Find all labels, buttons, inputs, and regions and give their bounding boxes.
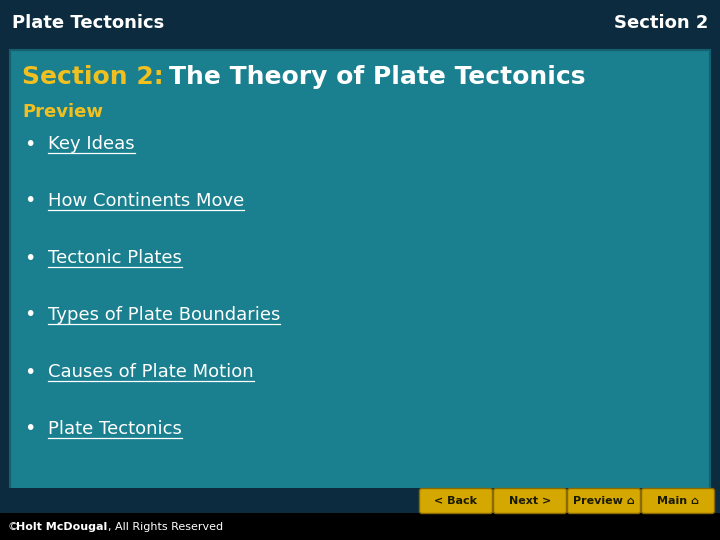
Text: Causes of Plate Motion: Causes of Plate Motion <box>48 363 253 381</box>
Text: Section 2: Section 2 <box>613 14 708 32</box>
FancyBboxPatch shape <box>493 489 567 514</box>
Text: How Continents Move: How Continents Move <box>48 192 244 210</box>
Bar <box>0 513 720 540</box>
Text: < Back: < Back <box>434 496 477 506</box>
Text: The Theory of Plate Tectonics: The Theory of Plate Tectonics <box>168 65 585 89</box>
Bar <box>10 50 710 490</box>
Text: Key Ideas: Key Ideas <box>48 135 135 153</box>
Text: Plate Tectonics: Plate Tectonics <box>12 14 164 32</box>
Text: Tectonic Plates: Tectonic Plates <box>48 249 182 267</box>
Text: Types of Plate Boundaries: Types of Plate Boundaries <box>48 306 280 324</box>
Text: ©: © <box>8 522 22 532</box>
FancyBboxPatch shape <box>642 489 714 514</box>
Text: •: • <box>24 362 36 381</box>
Text: Main ⌂: Main ⌂ <box>657 496 699 506</box>
Text: Plate Tectonics: Plate Tectonics <box>48 420 182 438</box>
FancyBboxPatch shape <box>420 489 492 514</box>
Text: •: • <box>24 192 36 211</box>
Text: Next >: Next > <box>509 496 551 506</box>
Text: Section 2:: Section 2: <box>22 65 163 89</box>
Text: •: • <box>24 134 36 153</box>
Text: •: • <box>24 248 36 267</box>
Text: •: • <box>24 420 36 438</box>
Text: •: • <box>24 306 36 325</box>
Bar <box>0 488 720 514</box>
Text: Preview ⌂: Preview ⌂ <box>573 496 635 506</box>
Text: Holt McDougal: Holt McDougal <box>16 522 107 532</box>
Text: Preview: Preview <box>22 103 103 121</box>
Text: , All Rights Reserved: , All Rights Reserved <box>108 522 223 532</box>
Bar <box>0 0 720 45</box>
FancyBboxPatch shape <box>567 489 641 514</box>
